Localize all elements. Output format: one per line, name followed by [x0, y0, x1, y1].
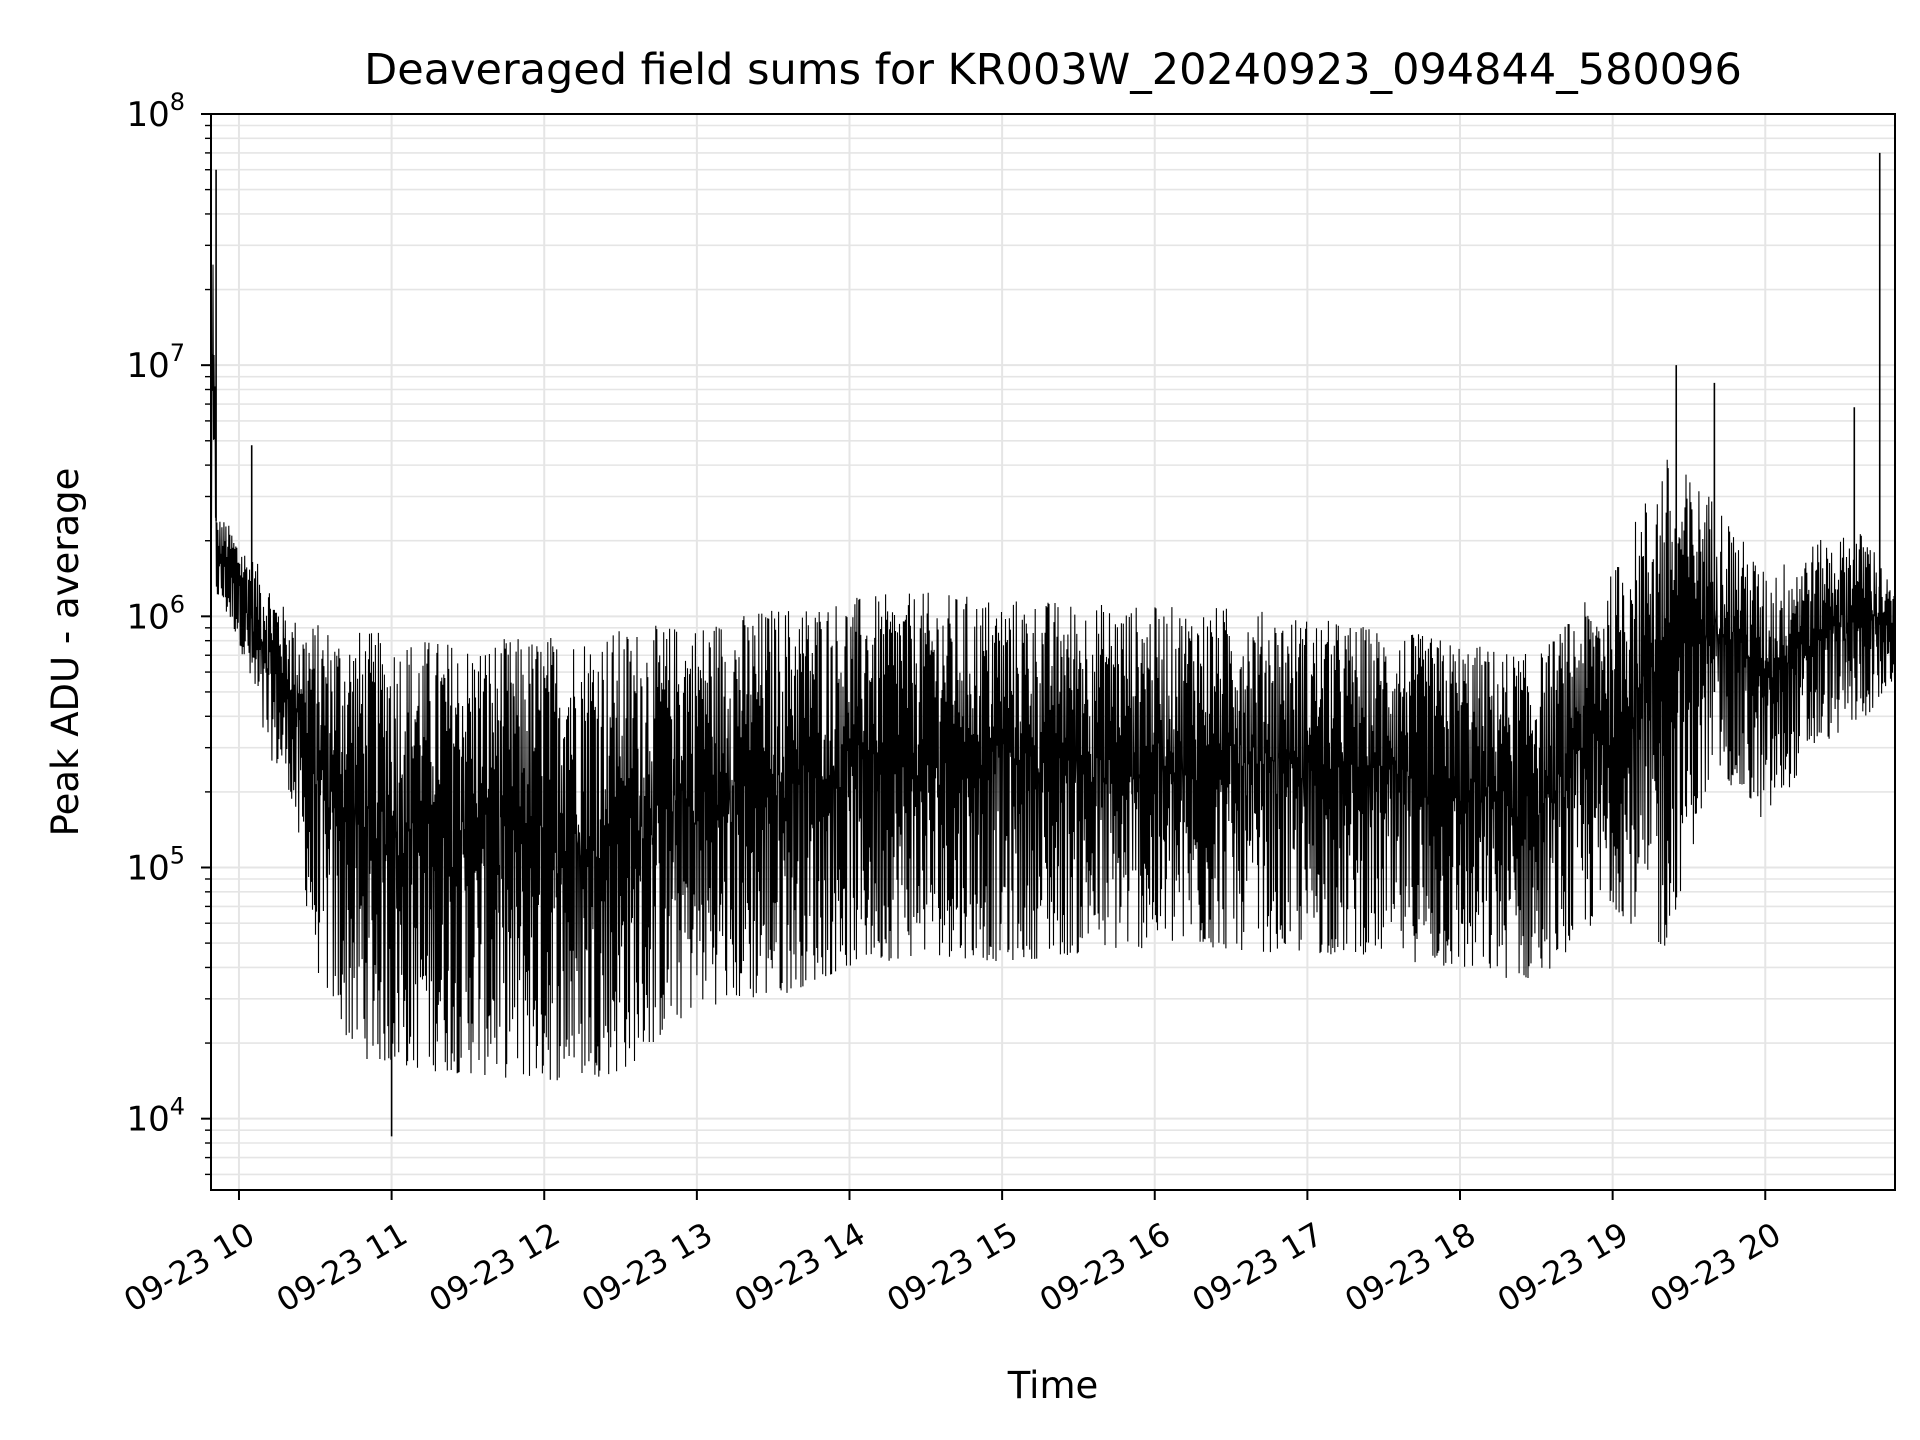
x-tick-label: 09-23 13	[575, 1215, 719, 1320]
plot-frame	[210, 113, 1896, 1191]
x-tick-label: 09-23 14	[728, 1215, 872, 1320]
series-line	[210, 264, 1896, 1081]
y-axis-label: Peak ADU - average	[44, 468, 87, 837]
x-tick-label: 09-23 17	[1186, 1215, 1330, 1320]
y-tick-label: 107	[126, 339, 185, 386]
chart-title: Deaveraged field sums for KR003W_2024092…	[364, 45, 1742, 95]
x-tick-label: 09-23 19	[1491, 1215, 1635, 1320]
x-tick-label: 09-23 16	[1033, 1215, 1177, 1320]
y-tick-label: 104	[126, 1093, 185, 1140]
x-tick-label: 09-23 12	[423, 1215, 567, 1320]
x-axis-label: Time	[1007, 1364, 1099, 1407]
x-tick-label: 09-23 18	[1338, 1215, 1482, 1320]
x-tick-label: 09-23 15	[881, 1215, 1025, 1320]
y-tick-label: 108	[126, 88, 185, 135]
x-tick-label: 09-23 20	[1644, 1215, 1788, 1320]
series-layer	[210, 152, 1896, 1137]
x-tick-label: 09-23 11	[270, 1215, 414, 1320]
y-tick-label: 106	[126, 590, 185, 637]
x-tick-label: 09-23 10	[117, 1215, 261, 1320]
y-tick-label: 105	[126, 842, 185, 889]
